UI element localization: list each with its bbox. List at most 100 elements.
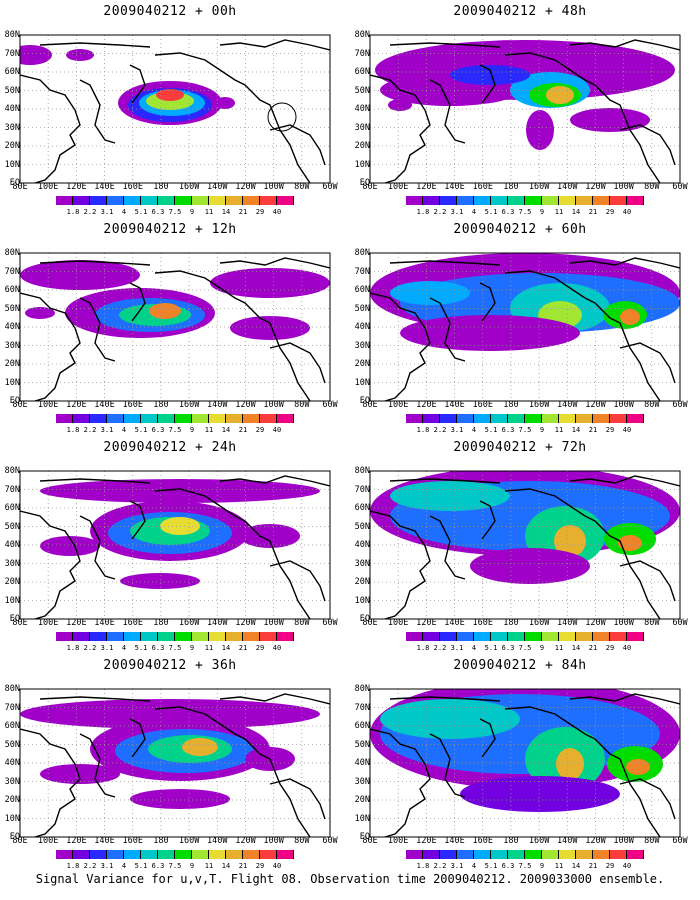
longitude-tick-label: 80W (644, 182, 660, 192)
colorbar-tick-label: 9 (539, 644, 545, 652)
latitude-tick-label: 30N (4, 776, 20, 787)
latitude-tick-label: 10N (4, 377, 20, 388)
colorbar-tick-label: 6.3 (151, 208, 165, 216)
latitude-tick-label: 20N (354, 359, 370, 369)
colorbar-swatch (124, 414, 141, 423)
colorbar-swatch (423, 414, 440, 423)
colorbar-swatch (260, 850, 277, 859)
coastline (370, 292, 431, 401)
longitude-tick-label: 120W (235, 836, 256, 846)
colorbar-labels: 1.8 2.2 3.1 4 5.1 6.3 7.5 9 11 14 21 29 40 (406, 862, 666, 872)
longitude-tick-label: 80W (294, 182, 310, 192)
coastline (479, 500, 496, 540)
longitude-tick-label: 100E (37, 836, 59, 846)
colorbar-tick-label: 1.8 (416, 426, 430, 434)
latitude-tick-label: 70N (354, 484, 370, 495)
longitude-tick-label: 120W (585, 836, 606, 846)
latitude-tick-label: 80N (354, 30, 370, 40)
colorbar-tick-label: 40 (622, 426, 632, 434)
longitude-tick-label: 160W (528, 182, 550, 192)
longitude-tick-label: 80E (12, 618, 28, 628)
colorbar-tick-label: 14 (571, 862, 581, 870)
latitude-tick-label: 20N (354, 577, 370, 587)
colorbar-tick-label: 1.8 (416, 208, 430, 216)
coastline (479, 64, 496, 104)
variance-contour (182, 738, 218, 756)
longitude-tick-label: 180 (503, 182, 519, 192)
latitude-labels: 80N 70N 60N 50N 40N 30N 20N 10N EQ (350, 30, 370, 188)
colorbar-swatch (406, 414, 423, 423)
longitude-tick-label: 140E (94, 836, 115, 846)
map-panel: 2009040212 + 00h 80N 70N 60N 50N 40N 30N 20N 10N… (0, 0, 340, 218)
colorbar-tick-label: 29 (255, 644, 265, 652)
colorbar-swatch (542, 850, 559, 859)
variance-contour (240, 524, 300, 548)
longitude-tick-label: 140W (557, 182, 578, 192)
colorbar-tick-label: 11 (554, 208, 564, 216)
longitude-tick-label: 160E (122, 618, 143, 628)
colorbar-labels: 1.8 2.2 3.1 4 5.1 6.3 7.5 9 11 14 21 29 40 (56, 426, 316, 436)
latitude-tick-label: 60N (354, 285, 370, 295)
coastline (619, 778, 676, 820)
map-frame (19, 34, 331, 184)
coastline (269, 778, 326, 820)
longitude-tick-label: 120E (416, 400, 437, 410)
longitude-tick-label: 100W (613, 618, 634, 628)
colorbar-swatch (141, 850, 158, 859)
longitude-tick-label: 140E (444, 182, 465, 192)
latitude-tick-label: 30N (354, 558, 370, 569)
colorbar-swatch (158, 632, 175, 641)
latitude-tick-label: 10N (4, 595, 20, 606)
colorbar-tick-label: 9 (189, 208, 195, 216)
colorbar-tick-label: 6.3 (151, 426, 165, 434)
coastline (619, 124, 676, 166)
longitude-tick-label: 100W (263, 618, 284, 628)
colorbar (56, 850, 294, 859)
coastline (479, 282, 496, 322)
colorbar-swatch (423, 632, 440, 641)
colorbar-swatch (56, 414, 73, 423)
latitude-tick-label: EQ (9, 614, 20, 624)
longitude-tick-label: 100W (263, 400, 284, 410)
colorbar-swatch (559, 414, 576, 423)
map-panel: 2009040212 + 48h 80N 70N 60N 50N 40N 30N 20N 10N… (350, 0, 690, 218)
colorbar-tick-label: 1.8 (66, 426, 80, 434)
variance-contour (66, 49, 94, 61)
colorbar-swatch (559, 196, 576, 205)
colorbar-tick-label: 5.1 (484, 426, 498, 434)
colorbar-tick-label: 9 (539, 862, 545, 870)
longitude-tick-label: 180 (503, 400, 519, 410)
longitude-tick-label: 80E (362, 836, 378, 846)
latitude-tick-label: 40N (354, 758, 370, 768)
longitude-tick-label: 140W (207, 836, 228, 846)
variance-contour (388, 99, 412, 111)
coastline (79, 79, 116, 144)
variance-contour (156, 89, 184, 101)
longitude-tick-label: 80E (12, 182, 28, 192)
colorbar-tick-label: 11 (204, 862, 214, 870)
colorbar (406, 196, 644, 205)
colorbar-swatch (260, 414, 277, 423)
panel-title: 2009040212 + 48h (453, 4, 587, 19)
variance-contour (130, 789, 230, 809)
colorbar-swatch (226, 414, 243, 423)
variance-contour (20, 699, 320, 729)
longitude-labels: 80E 100E 120E 140E 160E 180 160W 140W 120W 100W 80… (0, 618, 340, 630)
colorbar-tick-label: 1.8 (66, 644, 80, 652)
longitude-tick-label: 60W (672, 836, 688, 846)
colorbar-tick-label: 11 (554, 644, 564, 652)
longitude-tick-label: 100E (387, 400, 409, 410)
colorbar-swatch (593, 632, 610, 641)
colorbar-tick-label: 6.3 (151, 644, 165, 652)
variance-contour (618, 535, 642, 551)
variance-map (19, 252, 331, 402)
colorbar-tick-label: 5.1 (484, 862, 498, 870)
colorbar-swatch (491, 414, 508, 423)
map-frame (19, 470, 331, 620)
latitude-labels: 80N 70N 60N 50N 40N 30N 20N 10N EQ (350, 466, 370, 624)
coastline (389, 260, 501, 266)
colorbar-swatch (175, 632, 192, 641)
coastline (504, 488, 661, 619)
colorbar-tick-label: 3.1 (450, 862, 464, 870)
latitude-tick-label: 20N (4, 141, 20, 151)
